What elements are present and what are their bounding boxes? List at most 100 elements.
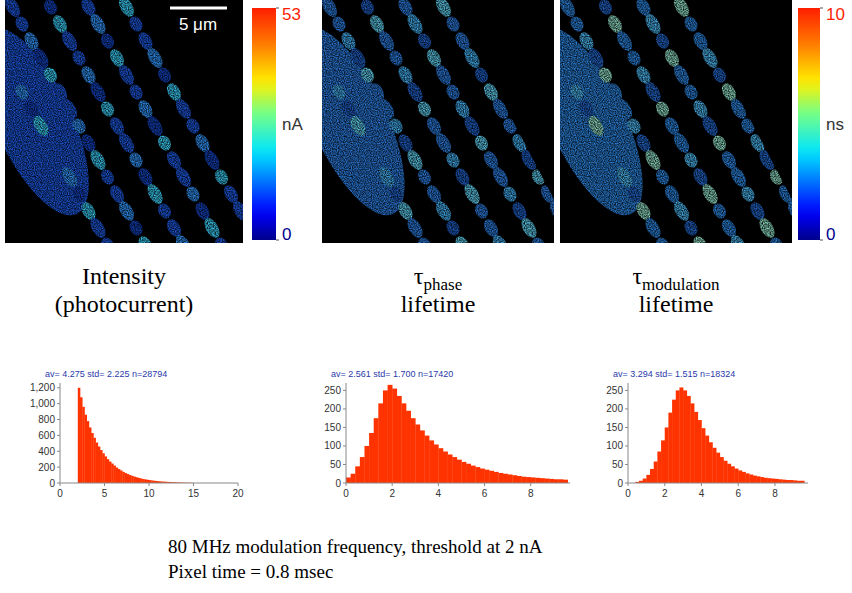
image-cell — [221, 115, 241, 137]
image-cell — [415, 31, 433, 51]
histogram-bar — [118, 469, 121, 483]
image-cell — [155, 201, 173, 221]
image-cell — [230, 0, 251, 20]
histogram-bar — [668, 413, 672, 483]
x-tick — [664, 483, 665, 486]
image-cell — [173, 96, 194, 121]
histogram-bar — [443, 452, 448, 483]
histogram-bar — [508, 474, 513, 483]
histogram-bar — [89, 427, 92, 483]
histogram-bar — [709, 442, 713, 483]
image-cell — [625, 184, 643, 204]
y-tick-label: 1,000 — [30, 398, 55, 409]
histogram-bar — [646, 475, 650, 483]
colorbar-tick — [276, 8, 279, 9]
image-cell — [691, 234, 711, 256]
image-cell — [87, 11, 108, 36]
histogram-bar — [764, 478, 768, 483]
histogram-bar — [694, 412, 698, 483]
image-cells — [0, 0, 259, 258]
histogram-bar — [438, 448, 443, 483]
histogram-bar — [683, 390, 687, 483]
histogram-bar — [672, 400, 676, 483]
image-cell — [358, 65, 376, 85]
x-tick-label: 2 — [662, 488, 668, 499]
y-tick — [625, 464, 628, 465]
image-cell — [358, 133, 376, 153]
x-tick-label: 8 — [528, 488, 534, 499]
image-cell — [518, 79, 539, 104]
image-cell — [728, 232, 749, 257]
y-axis — [346, 383, 347, 483]
x-axis — [628, 483, 808, 484]
image-cell — [387, 184, 405, 204]
image-cell — [538, 47, 558, 69]
image-cell — [201, 79, 222, 104]
image-cell — [41, 0, 59, 17]
y-tick-label: 100 — [324, 440, 341, 451]
image-cell — [710, 0, 728, 17]
histogram-bar — [415, 424, 420, 483]
image-cell — [155, 65, 173, 85]
histogram-bar — [466, 464, 471, 483]
histogram-bar — [771, 479, 775, 483]
image-cell — [144, 0, 165, 3]
image-cell — [699, 0, 720, 3]
image-cell — [184, 116, 202, 136]
y-tick-label: 250 — [324, 385, 341, 396]
histogram-bar — [757, 476, 761, 483]
image-cell — [0, 31, 3, 51]
image-cell — [501, 116, 519, 136]
stats-annotation: av= 2.561 std= 1.700 n=17420 — [331, 369, 453, 379]
image-cell — [682, 218, 700, 238]
image-cell — [70, 184, 88, 204]
image-cell — [767, 235, 785, 255]
histogram-bar — [80, 397, 83, 483]
y-tick — [57, 483, 60, 484]
y-tick-label: 200 — [606, 403, 623, 414]
image-cell — [433, 198, 454, 223]
histogram-bar — [133, 477, 136, 483]
histogram-bar — [512, 475, 517, 483]
image-cell — [568, 14, 586, 34]
histogram-bar — [760, 477, 764, 483]
image-cell — [184, 48, 202, 68]
image-cell — [653, 167, 671, 187]
image-cell — [671, 130, 692, 155]
caption-line: 80 MHz modulation frequency, threshold a… — [168, 536, 543, 557]
image-cell — [501, 48, 519, 68]
image-cell — [538, 183, 558, 205]
image-cell — [490, 28, 511, 53]
image-cell — [756, 11, 777, 36]
image-cell — [625, 116, 643, 136]
y-tick-label: 0 — [617, 478, 623, 489]
image-background — [5, 0, 243, 243]
image-cell — [596, 65, 614, 85]
image-cell — [173, 164, 194, 189]
histogram-bar — [727, 464, 731, 483]
image-cell — [193, 64, 213, 86]
image-region — [511, 13, 665, 229]
image-cell — [387, 116, 405, 136]
image-cell — [155, 133, 173, 153]
y-tick — [343, 390, 346, 391]
image-cell — [212, 235, 230, 255]
image-cell — [653, 235, 671, 255]
image-cell — [739, 48, 757, 68]
image-cell — [433, 130, 454, 155]
image-cell — [404, 79, 425, 104]
image-cell — [461, 0, 482, 3]
histogram-bar — [650, 469, 654, 483]
histogram-bar — [746, 473, 750, 483]
histogram-bar — [531, 477, 536, 483]
x-tick-label: 20 — [232, 488, 244, 499]
image-cell — [501, 184, 519, 204]
image-cell — [98, 167, 116, 187]
x-tick — [149, 483, 150, 486]
image-cell — [221, 47, 241, 69]
x-tick-label: 6 — [735, 488, 741, 499]
image-cell — [776, 183, 796, 205]
image-cells — [511, 0, 814, 258]
image-cell — [728, 28, 749, 53]
image-cell — [347, 113, 368, 138]
